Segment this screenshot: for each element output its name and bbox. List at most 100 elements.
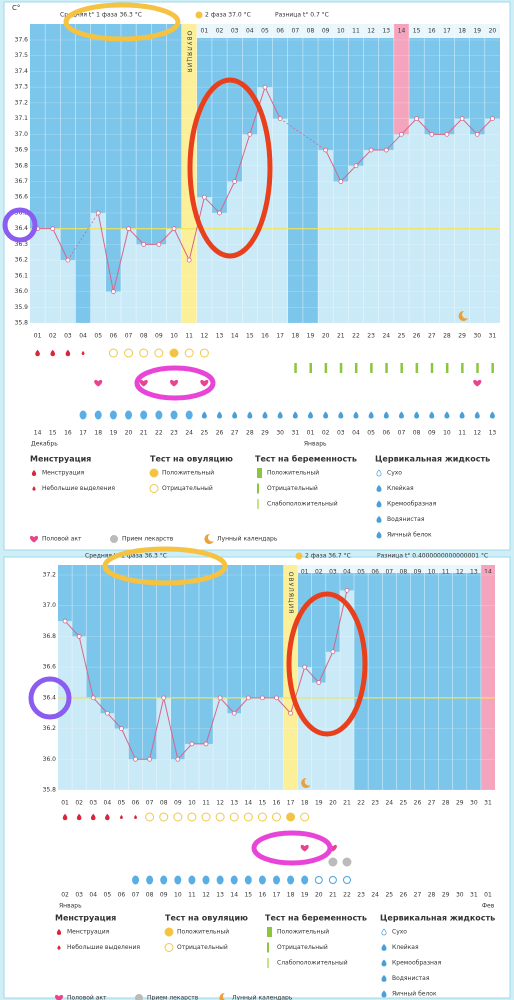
medication-icon	[342, 857, 352, 867]
dpo-label: 03	[329, 569, 337, 576]
cycle-day-label: 25	[398, 333, 406, 340]
legend-item: Положительный	[277, 929, 329, 936]
date-label: 30	[456, 892, 464, 899]
temperature-column	[72, 636, 87, 790]
temperature-point	[474, 131, 480, 137]
ovulation-test-icon	[300, 812, 310, 822]
legend-item: Прием лекарств	[147, 995, 199, 1000]
pregnancy-test-icon	[354, 363, 358, 373]
dpo-cell	[438, 565, 453, 573]
header-phase2: 2 фаза 37.0 °C	[205, 12, 251, 19]
date-label: 23	[357, 892, 365, 899]
cervical-fluid-icon	[247, 411, 253, 419]
date-label: 11	[458, 430, 466, 437]
legend-icon	[267, 927, 272, 937]
temperature-column	[198, 743, 214, 790]
dpo-label: 13	[382, 28, 390, 35]
cycle-day-label: 22	[352, 333, 360, 340]
legend-title: Тест на беременность	[265, 913, 367, 923]
menstruation-icon	[120, 815, 123, 819]
date-label: 19	[301, 892, 309, 899]
date-label: 08	[413, 430, 421, 437]
temperature-column	[100, 713, 115, 790]
date-label: 02	[61, 892, 69, 899]
temperature-column	[136, 244, 152, 323]
cycle-day-label: 06	[132, 800, 140, 807]
temperature-point	[95, 210, 101, 216]
dpo-label: 10	[428, 569, 436, 576]
dpo-label: 06	[276, 28, 284, 35]
dpo-label: 10	[337, 28, 345, 35]
dpo-cell	[339, 565, 355, 573]
date-label: 06	[118, 892, 126, 899]
temperature-column	[241, 697, 256, 790]
date-label: 24	[185, 430, 193, 437]
temperature-point	[260, 695, 265, 701]
cervical-fluid-icon	[258, 875, 266, 885]
dpo-cell	[311, 565, 326, 573]
cycle-day-label: 25	[400, 800, 408, 807]
date-label: 16	[259, 892, 267, 899]
date-label: 15	[49, 430, 57, 437]
dpo-cell	[363, 24, 379, 38]
temperature-column	[45, 228, 61, 323]
cycle-day-label: 01	[34, 333, 42, 340]
date-label: 17	[79, 430, 87, 437]
legend-item: Водянистая	[387, 516, 425, 523]
dpo-cell	[257, 24, 273, 38]
date-label: 30	[276, 430, 284, 437]
dpo-cell	[211, 24, 228, 38]
dpo-label: 17	[443, 28, 451, 35]
header-phase1: Средняя t° 1 фаза 36.3 °C	[60, 12, 142, 19]
dpo-label: 07	[385, 569, 393, 576]
temperature-point	[399, 131, 404, 137]
date-label: 22	[343, 892, 351, 899]
date-label: 27	[231, 430, 239, 437]
legend-icon	[267, 942, 269, 953]
cycle-day-label: 15	[246, 333, 254, 340]
legend-item: Лунный календарь	[232, 995, 293, 1000]
temperature-point	[104, 710, 110, 716]
ovulation-test-icon	[286, 812, 296, 822]
cycle-day-label: 02	[75, 800, 83, 807]
temperature-column	[142, 759, 157, 790]
temperature-column	[105, 291, 121, 323]
legend-icon	[381, 928, 387, 936]
legend-item: Водянистая	[392, 975, 430, 982]
cycle-day-label: 21	[337, 333, 345, 340]
temperature-column	[255, 697, 270, 790]
temperature-column	[272, 118, 288, 323]
cervical-fluid-icon	[146, 875, 154, 885]
dpo-cell	[333, 24, 349, 38]
date-label: 29	[442, 892, 450, 899]
date-label: 17	[273, 892, 281, 899]
legend-item: Сухо	[387, 470, 402, 477]
cycle-day-label: 07	[125, 333, 133, 340]
dpo-label: 16	[428, 28, 436, 35]
dpo-cell	[396, 565, 411, 573]
menstruation-icon	[35, 349, 40, 357]
pregnancy-test-icon	[339, 363, 343, 373]
header-phase1: Средняя t° 1 фаза 36.3 °C	[85, 553, 167, 560]
temperature-point	[353, 163, 359, 169]
cervical-fluid-icon	[307, 411, 313, 419]
legend-icon	[55, 994, 63, 1000]
legend-icon	[149, 484, 159, 493]
y-tick-label: 37.2	[43, 572, 57, 579]
cycle-day-label: 03	[64, 333, 72, 340]
cycle-day-label: 27	[428, 333, 436, 340]
header-diff: Разница t° 0.7 °C	[275, 12, 329, 19]
ovulation-test-icon	[199, 348, 209, 358]
cervical-fluid-icon	[155, 410, 163, 420]
date-label: 18	[94, 430, 102, 437]
month-label: Январь	[59, 903, 82, 910]
cycle-day-label: 23	[367, 333, 375, 340]
temperature-point	[110, 289, 116, 294]
chart: 01 02 03 04 05 06 07 08 09 10 11 12 13 14 15 16 17 18 19 20…	[3, 1, 511, 551]
dpo-label: 19	[473, 28, 481, 35]
dpo-cell	[196, 24, 212, 38]
dpo-cell	[318, 24, 334, 38]
date-label: 07	[398, 430, 406, 437]
date-label: 31	[292, 430, 300, 437]
